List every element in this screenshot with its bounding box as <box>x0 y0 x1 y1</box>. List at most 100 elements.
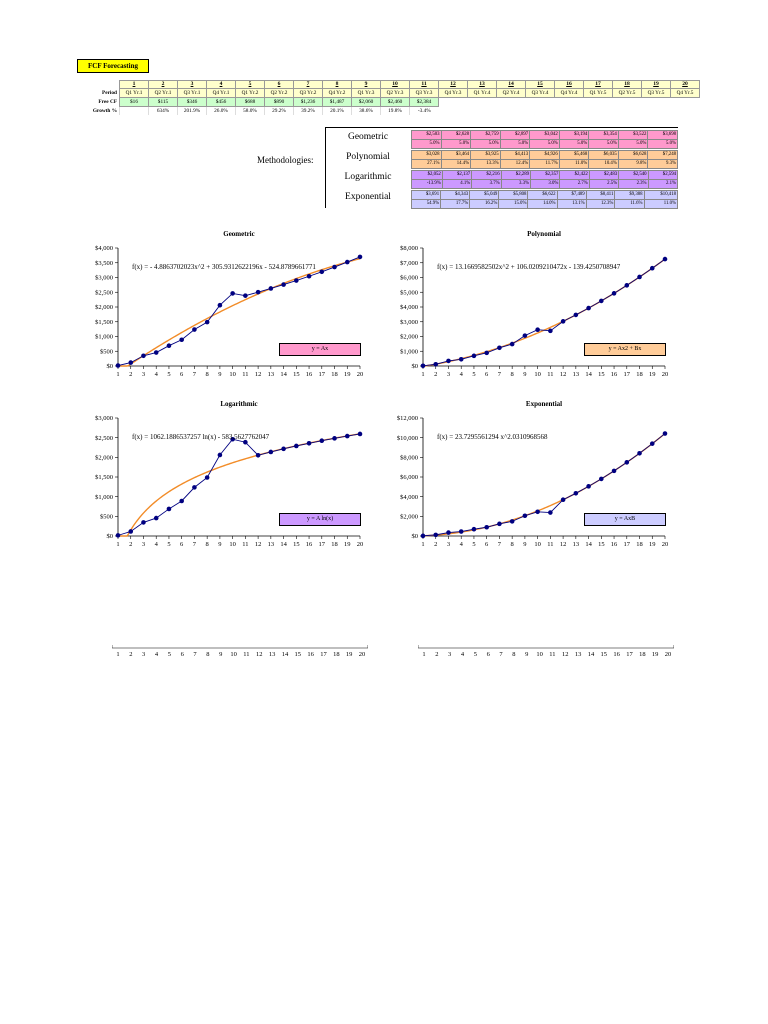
forecast-value: $2,289 <box>500 170 532 180</box>
x-tick-label: 7 <box>193 371 197 378</box>
data-point <box>115 533 121 538</box>
period-name: Q4 Yr.5 <box>670 88 700 98</box>
period-name: Q4 Yr.4 <box>554 88 584 98</box>
period-name: Q4 Yr.1 <box>206 88 236 98</box>
period-number: 15 <box>525 80 555 89</box>
data-point <box>344 433 350 439</box>
x-tick-label: 6 <box>485 371 489 378</box>
y-tick-label: $0 <box>107 533 114 540</box>
period-number: 8 <box>322 80 352 89</box>
free-cf-cell: $2,060 <box>351 97 381 107</box>
y-tick-label: $1,500 <box>95 474 113 481</box>
forecast-value: $2,759 <box>470 130 501 140</box>
x-tick-label: 11 <box>547 371 553 378</box>
x-tick-label: 6 <box>487 651 491 658</box>
period-name: Q3 Yr.2 <box>293 88 323 98</box>
trend-legend: y = AxB <box>584 513 666 526</box>
period-number: 14 <box>496 80 526 89</box>
x-tick-label: 11 <box>547 541 553 548</box>
x-tick-label: 8 <box>511 371 514 378</box>
methodologies-label: Methodologies: <box>257 155 314 165</box>
x-tick-label: 2 <box>129 651 132 658</box>
forecast-value: $2,216 <box>471 170 502 180</box>
period-number-text: 10 <box>392 81 398 87</box>
x-tick-label: 12 <box>255 371 262 378</box>
data-point <box>471 353 477 359</box>
x-tick-label: 5 <box>474 651 477 658</box>
x-tick-label: 9 <box>218 541 221 548</box>
x-tick-label: 1 <box>422 651 425 658</box>
period-number-text: 1 <box>132 81 136 87</box>
growth-cell: 58.0% <box>235 106 265 115</box>
data-point <box>509 519 515 524</box>
data-point <box>522 513 528 519</box>
data-point <box>243 293 248 298</box>
x-tick-label: 5 <box>167 541 170 548</box>
trend-legend: y = A ln(x) <box>279 513 361 526</box>
x-tick-label: 4 <box>155 651 159 658</box>
period-number-text: 19 <box>653 81 659 87</box>
data-point <box>357 254 363 260</box>
x-tick-label: 11 <box>242 541 248 548</box>
data-point <box>446 530 451 535</box>
forecast-value: $3,042 <box>529 130 560 140</box>
data-point <box>141 520 146 525</box>
period-name: Q2 Yr.2 <box>264 88 294 98</box>
y-tick-label: $2,500 <box>95 435 113 442</box>
forecast-growth: 11.6% <box>614 199 645 209</box>
data-point <box>599 476 604 482</box>
data-point <box>535 509 540 515</box>
forecast-value: $3,522 <box>617 130 649 140</box>
period-number-text: 13 <box>479 81 485 87</box>
forecast-value: $3,028 <box>411 150 442 160</box>
data-point <box>319 269 325 275</box>
data-point <box>560 319 566 324</box>
method-values-geometric: $2,503 $2,628 $2,759 $2,897 $3,042 $3,194 $3,3… <box>411 130 678 149</box>
forecast-growth: 3.3% <box>500 179 532 189</box>
x-tick-label: 5 <box>472 541 475 548</box>
chart-title: Logarithmic <box>220 400 257 408</box>
period-number: 19 <box>641 80 671 89</box>
period-name: Q1 Yr.5 <box>583 88 613 98</box>
forecast-value: $2,503 <box>411 130 442 140</box>
data-point <box>268 449 274 455</box>
x-tick-label: 14 <box>280 541 287 548</box>
x-tick-label: 19 <box>649 541 656 548</box>
x-tick-label: 16 <box>306 541 313 548</box>
period-name: Q1 Yr.3 <box>351 88 381 98</box>
forecast-value: $4,926 <box>529 150 560 160</box>
data-point <box>560 497 566 503</box>
data-point <box>522 333 528 338</box>
x-tick-label: 6 <box>180 541 184 548</box>
forecast-growth: 2.1% <box>647 179 679 189</box>
x-tick-label: 9 <box>218 371 221 378</box>
data-point <box>332 436 337 441</box>
x-tick-label: 18 <box>639 651 646 658</box>
period-name: Q1 Yr.1 <box>119 88 149 98</box>
data-point <box>166 506 172 512</box>
method-values-polynomial: $3,028 $3,464 $3,925 $4,413 $4,926 $5,468 $6,0… <box>411 150 678 169</box>
data-point <box>294 443 299 449</box>
data-point <box>573 490 579 496</box>
x-tick-label: 15 <box>293 371 300 378</box>
x-tick-label: 15 <box>601 651 608 658</box>
forecast-value: $5,808 <box>498 190 529 200</box>
x-tick-label: 16 <box>306 371 313 378</box>
data-point <box>128 529 134 534</box>
free-cf-cell: $1,236 <box>293 97 323 107</box>
x-tick-label: 1 <box>116 541 119 548</box>
x-tick-label: 19 <box>344 541 351 548</box>
forecast-value: $6,628 <box>617 150 649 160</box>
x-tick-label: 19 <box>652 651 659 658</box>
x-tick-label: 18 <box>331 371 338 378</box>
period-number: 20 <box>670 80 700 89</box>
forecast-growth: 14.4% <box>440 159 472 169</box>
forecast-value: $5,049 <box>469 190 500 200</box>
data-point <box>509 341 515 347</box>
period-number-text: 3 <box>190 81 194 87</box>
period-number-text: 6 <box>277 81 281 87</box>
forecast-value: $7,489 <box>556 190 587 200</box>
y-tick-label: $3,000 <box>95 275 113 282</box>
y-tick-label: $1,000 <box>400 348 418 355</box>
y-tick-label: $4,000 <box>400 494 418 501</box>
